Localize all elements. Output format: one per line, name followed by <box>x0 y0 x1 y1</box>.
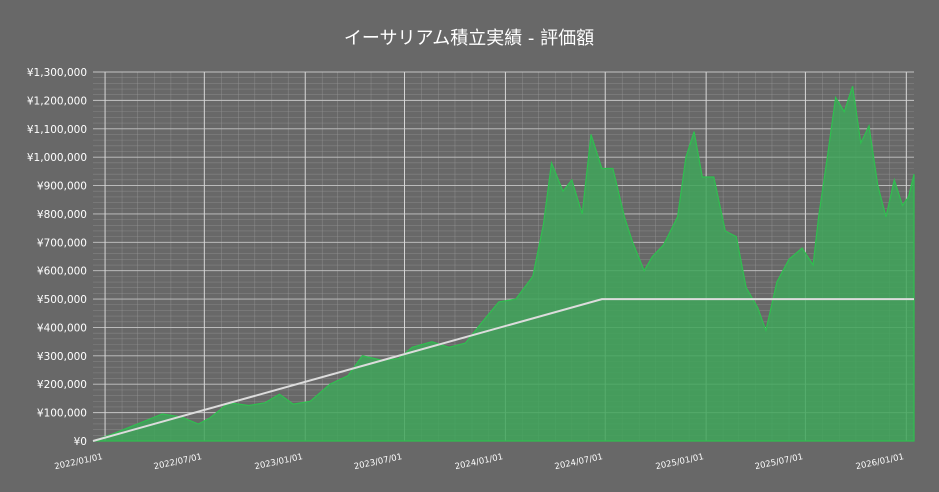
x-tick-label: 2022/01/01 <box>54 452 104 472</box>
y-tick-label: ¥100,000 <box>37 408 87 420</box>
x-tick-label: 2022/07/01 <box>153 452 203 472</box>
x-tick-label: 2025/07/01 <box>754 452 804 472</box>
y-tick-label: ¥1,000,000 <box>27 152 87 164</box>
series-layer <box>92 86 915 442</box>
y-tick-label: ¥1,100,000 <box>27 124 87 136</box>
x-tick-label: 2024/01/01 <box>454 452 504 472</box>
x-tick-label: 2023/07/01 <box>353 452 403 472</box>
y-axis: ¥0 ¥100,000 ¥200,000 ¥300,000 ¥400,000 ¥500,0… <box>27 67 87 448</box>
y-tick-label: ¥500,000 <box>37 294 87 306</box>
x-axis: 2022/01/01 2022/07/01 2023/01/01 2023/07/01… <box>54 452 905 472</box>
valuation-area <box>92 86 915 442</box>
y-tick-label: ¥800,000 <box>37 209 87 221</box>
x-tick-label: 2026/01/01 <box>855 452 905 472</box>
y-tick-label: ¥900,000 <box>37 181 87 193</box>
y-tick-label: ¥1,200,000 <box>27 95 87 107</box>
y-tick-label: ¥700,000 <box>37 237 87 249</box>
y-tick-label: ¥400,000 <box>37 322 87 334</box>
y-tick-label: ¥600,000 <box>37 266 87 278</box>
x-tick-label: 2023/01/01 <box>254 452 304 472</box>
chart-title: イーサリアム積立実績 - 評価額 <box>344 28 594 49</box>
invested-line <box>92 298 914 442</box>
y-tick-label: ¥300,000 <box>37 351 87 363</box>
y-tick-label: ¥0 <box>74 436 87 448</box>
y-tick-label: ¥200,000 <box>37 379 87 391</box>
x-tick-label: 2024/07/01 <box>554 452 604 472</box>
x-tick-label: 2025/01/01 <box>655 452 705 472</box>
y-tick-label: ¥1,300,000 <box>27 67 87 79</box>
